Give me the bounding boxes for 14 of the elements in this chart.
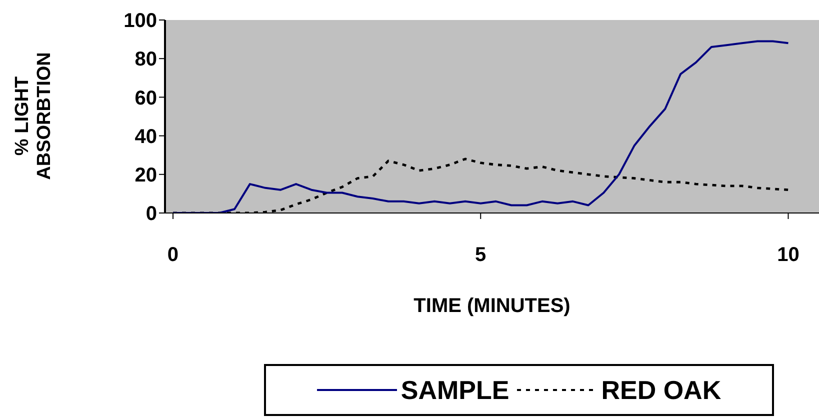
y-tick-label: 100: [124, 10, 157, 32]
y-axis-title: % LIGHT ABSORBTION: [12, 52, 55, 180]
x-tick-label: 5: [475, 244, 486, 266]
legend-label: RED OAK: [601, 374, 722, 406]
y-tick-label: 0: [146, 203, 157, 226]
line-series: [172, 40, 790, 213]
y-tick-label: 40: [134, 126, 157, 148]
x-tick-label: 10: [777, 244, 800, 266]
y-tick-label: 60: [134, 87, 157, 110]
x-axis-title: TIME (MINUTES): [414, 295, 570, 318]
x-tick-label: 0: [167, 244, 179, 266]
y-tick-label: 20: [134, 164, 157, 186]
y-tick-label: 80: [134, 48, 157, 71]
legend-label: SAMPLE: [400, 374, 510, 406]
